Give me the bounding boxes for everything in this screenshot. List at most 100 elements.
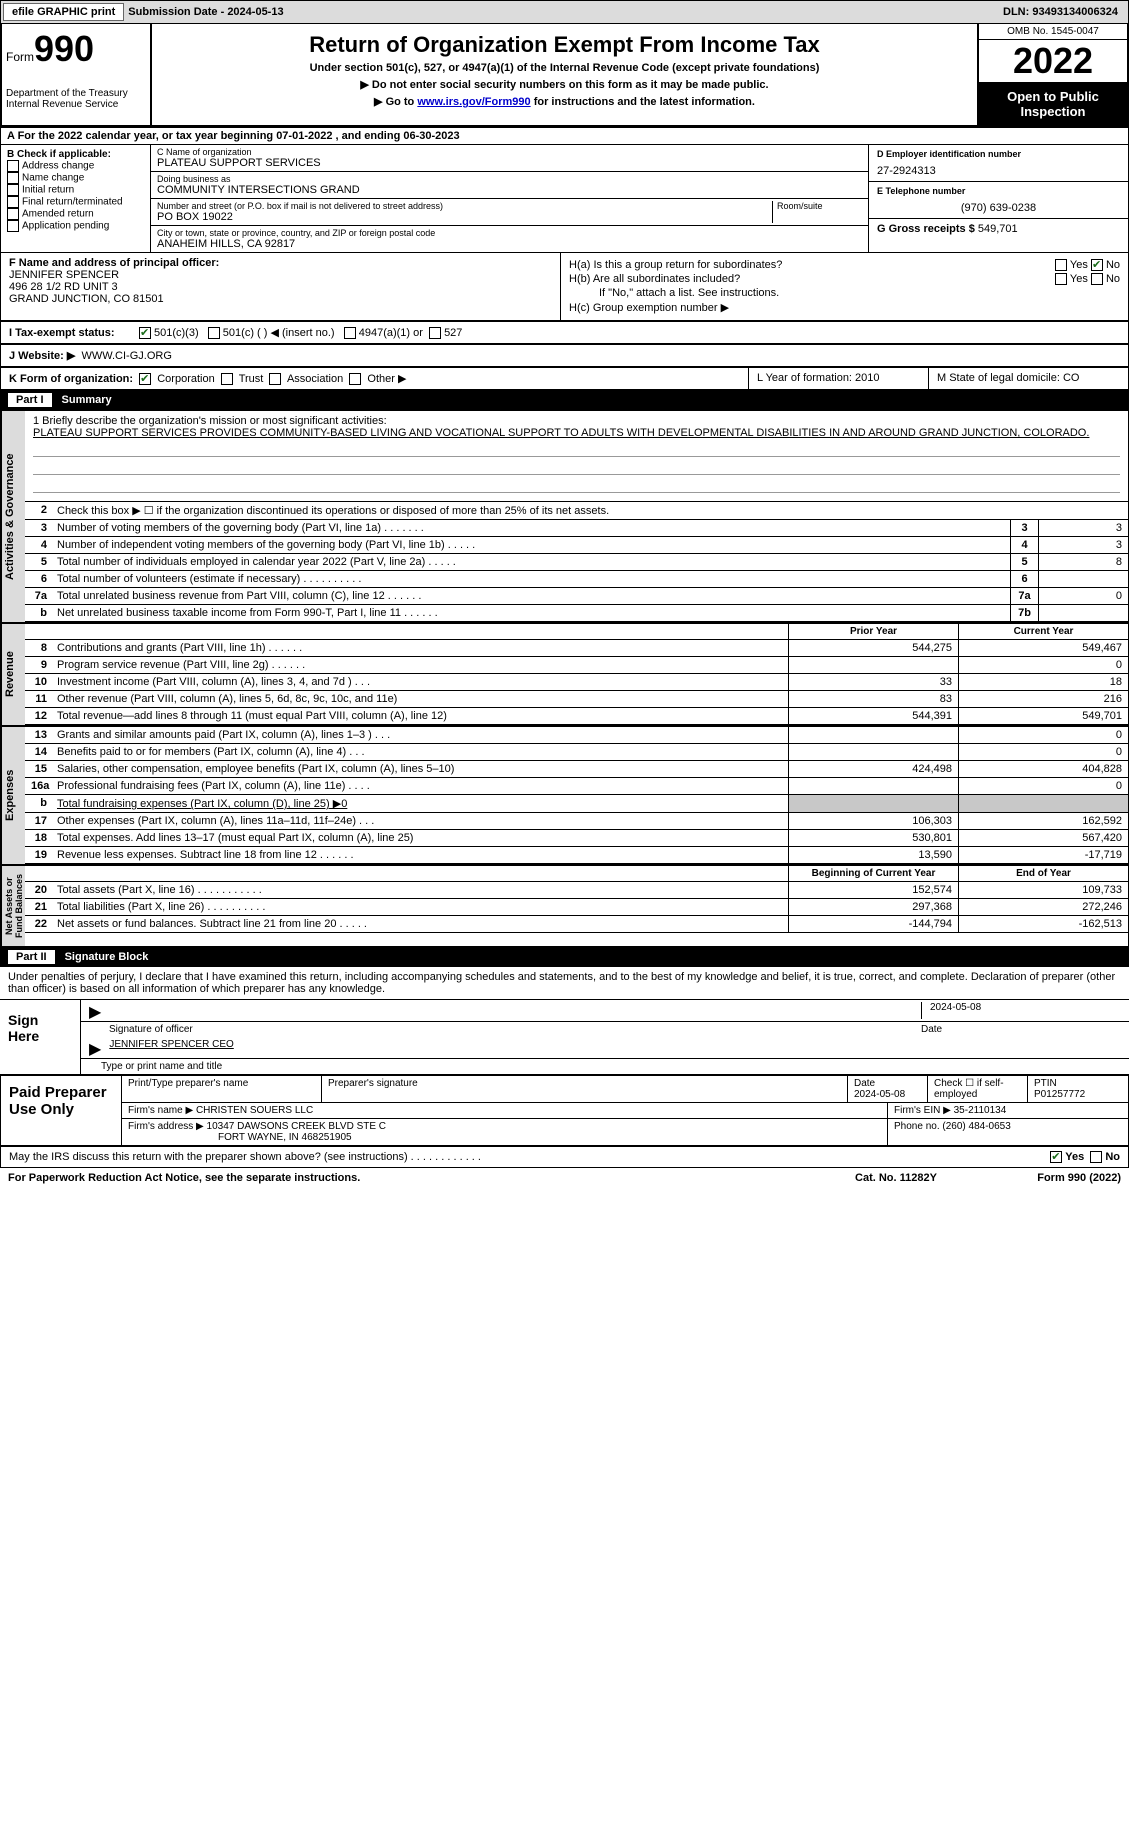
line-4: Number of independent voting members of … [53, 537, 1010, 553]
arrow-icon-2: ▶ [89, 1039, 101, 1056]
ha-no[interactable] [1091, 259, 1103, 271]
chk-501c3[interactable] [139, 327, 151, 339]
mission-block: 1 Briefly describe the organization's mi… [25, 411, 1128, 502]
cy19: -17,719 [958, 847, 1128, 863]
line-7b: Net unrelated business taxable income fr… [53, 605, 1010, 621]
t9: Program service revenue (Part VIII, line… [53, 657, 788, 673]
chk-assoc[interactable] [269, 373, 281, 385]
py22: -144,794 [788, 916, 958, 932]
part1-header: Part I Summary [0, 390, 1129, 410]
box-6: 6 [1010, 571, 1038, 587]
ptin-lbl: PTIN [1034, 1078, 1057, 1089]
line-7a: Total unrelated business revenue from Pa… [53, 588, 1010, 604]
chk-other[interactable] [349, 373, 361, 385]
t12: Total revenue—add lines 8 through 11 (mu… [53, 708, 788, 724]
py19: 13,590 [788, 847, 958, 863]
row-i: I Tax-exempt status: 501(c)(3) 501(c) ( … [0, 321, 1129, 344]
cy18: 567,420 [958, 830, 1128, 846]
hb-no[interactable] [1091, 273, 1103, 285]
street: PO BOX 19022 [157, 211, 772, 223]
n17: 17 [25, 813, 53, 829]
officer-addr1: 496 28 1/2 RD UNIT 3 [9, 281, 118, 293]
line-6: Total number of volunteers (estimate if … [53, 571, 1010, 587]
sig-officer-lbl: Signature of officer [89, 1024, 921, 1035]
prep-selfemp: Check ☐ if self-employed [928, 1076, 1028, 1102]
ha-yes[interactable] [1055, 259, 1067, 271]
t19: Revenue less expenses. Subtract line 18 … [53, 847, 788, 863]
discuss-no[interactable] [1090, 1151, 1102, 1163]
chk-amended[interactable] [7, 208, 19, 220]
hb-yes[interactable] [1055, 273, 1067, 285]
chk-4947[interactable] [344, 327, 356, 339]
cy11: 216 [958, 691, 1128, 707]
chk-501c[interactable] [208, 327, 220, 339]
part1-num: Part I [8, 393, 52, 407]
chk-527[interactable] [429, 327, 441, 339]
box-7b: 7b [1010, 605, 1038, 621]
vtab-governance: Activities & Governance [1, 411, 25, 622]
chk-final-return[interactable] [7, 196, 19, 208]
vtab-revenue: Revenue [1, 624, 25, 725]
chk-initial-return[interactable] [7, 184, 19, 196]
box-h: H(a) Is this a group return for subordin… [561, 253, 1128, 320]
line-5: Total number of individuals employed in … [53, 554, 1010, 570]
hdr-begin-year: Beginning of Current Year [788, 866, 958, 881]
dba-lbl: Doing business as [157, 174, 862, 184]
n11: 11 [25, 691, 53, 707]
n12: 12 [25, 708, 53, 724]
lbl-final-return: Final return/terminated [22, 197, 123, 208]
chk-name-change[interactable] [7, 172, 19, 184]
n18: 18 [25, 830, 53, 846]
footer-mid: Cat. No. 11282Y [821, 1172, 971, 1184]
box-b-title: B Check if applicable: [7, 149, 111, 160]
chk-address-change[interactable] [7, 160, 19, 172]
chk-app-pending[interactable] [7, 220, 19, 232]
lbl-name-change: Name change [22, 173, 84, 184]
n21: 21 [25, 899, 53, 915]
lbl-address-change: Address change [22, 161, 94, 172]
firm-addr1: 10347 DAWSONS CREEK BLVD STE C [207, 1121, 387, 1132]
gross-lbl: G Gross receipts $ [877, 223, 978, 235]
officer-name: JENNIFER SPENCER [9, 269, 119, 281]
line-3: Number of voting members of the governin… [53, 520, 1010, 536]
efile-print-button[interactable]: efile GRAPHIC print [3, 3, 124, 21]
firm-ein-lbl: Firm's EIN ▶ [894, 1105, 951, 1116]
sign-here-lbl: Sign Here [0, 1000, 80, 1074]
cy13: 0 [958, 727, 1128, 743]
header-sub2: ▶ Do not enter social security numbers o… [156, 78, 973, 91]
cy16b [958, 795, 1128, 812]
header-sub1: Under section 501(c), 527, or 4947(a)(1)… [156, 62, 973, 74]
form-org-lbl: K Form of organization: [9, 373, 133, 385]
firm-lbl: Firm's name ▶ [128, 1105, 193, 1116]
discuss-yes-lbl: Yes [1065, 1151, 1084, 1163]
sig-name: JENNIFER SPENCER CEO [109, 1039, 233, 1056]
dept-treasury: Department of the Treasury Internal Reve… [6, 88, 146, 110]
n8: 8 [25, 640, 53, 656]
form-header: Form990 Department of the Treasury Inter… [0, 24, 1129, 127]
n9: 9 [25, 657, 53, 673]
submission-date: Submission Date - 2024-05-13 [128, 6, 283, 18]
city-lbl: City or town, state or province, country… [157, 228, 862, 238]
row-a-period: A For the 2022 calendar year, or tax yea… [0, 127, 1129, 145]
preparer-block: Paid Preparer Use Only Print/Type prepar… [0, 1075, 1129, 1146]
hdr-prior-year: Prior Year [788, 624, 958, 639]
city: ANAHEIM HILLS, CA 92817 [157, 238, 862, 250]
irs-link[interactable]: www.irs.gov/Form990 [417, 96, 530, 108]
py12: 544,391 [788, 708, 958, 724]
part2-header: Part II Signature Block [0, 947, 1129, 967]
val-7b [1038, 605, 1128, 621]
py9 [788, 657, 958, 673]
hb-text: H(b) Are all subordinates included? [569, 273, 740, 285]
header-mid: Return of Organization Exempt From Incom… [152, 24, 977, 125]
chk-corp[interactable] [139, 373, 151, 385]
org-name: PLATEAU SUPPORT SERVICES [157, 157, 862, 169]
line-2: Check this box ▶ ☐ if the organization d… [53, 502, 1128, 519]
open-to-public: Open to Public Inspection [979, 83, 1127, 125]
n10: 10 [25, 674, 53, 690]
n22: 22 [25, 916, 53, 932]
chk-trust[interactable] [221, 373, 233, 385]
ein-lbl: D Employer identification number [877, 149, 1120, 159]
discuss-yes[interactable] [1050, 1151, 1062, 1163]
ha-yes-lbl: Yes [1070, 259, 1088, 271]
n16b: b [25, 795, 53, 812]
